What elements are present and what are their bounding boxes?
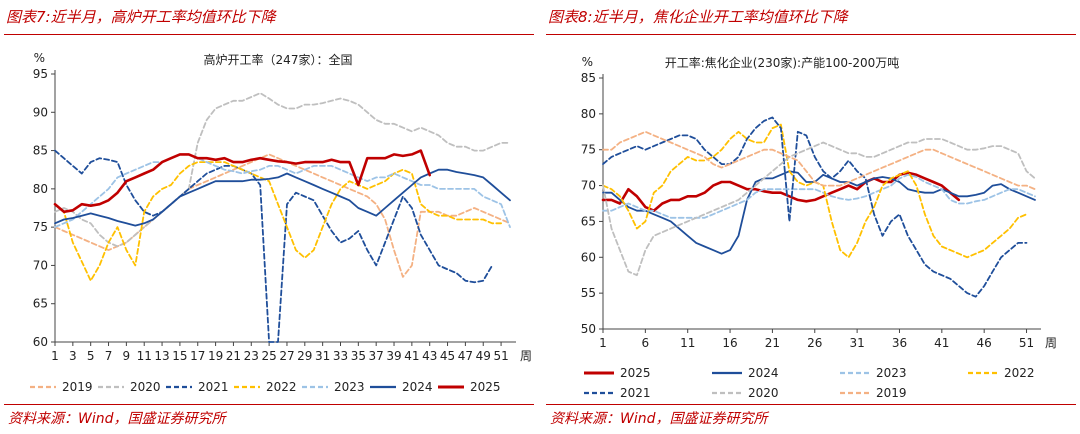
series-line-2021 xyxy=(602,116,1028,298)
legend-label-2022: 2022 xyxy=(266,380,297,394)
series-line-2025 xyxy=(53,149,431,214)
y-tick-label: 50 xyxy=(581,322,596,336)
x-tick-label: 27 xyxy=(279,349,294,363)
y-tick-label: 70 xyxy=(33,258,48,272)
y-tick-label: 55 xyxy=(581,286,596,300)
series-line-2019 xyxy=(602,130,1036,191)
series-line-2021 xyxy=(54,149,494,343)
left-source-rule xyxy=(4,404,534,405)
y-tick-label: 95 xyxy=(33,67,48,81)
series-line-2024 xyxy=(602,170,1036,255)
y-tick-label: 65 xyxy=(581,214,596,228)
y-tick-label: 60 xyxy=(33,335,48,349)
legend-label-2021: 2021 xyxy=(198,380,229,394)
left-source-note: 资料来源：Wind，国盛证券研究所 xyxy=(8,411,226,427)
coking-chart: 开工率:焦化企业(230家):产能100-200万吨% 50 55 60 65 70 75 8… xyxy=(581,55,1057,400)
y-tick-label: 90 xyxy=(33,105,48,119)
x-tick-label: 41 xyxy=(404,349,419,363)
y-axis-unit-label: % xyxy=(582,55,593,69)
x-tick-label: 41 xyxy=(934,336,949,350)
x-tick-label: 31 xyxy=(849,336,864,350)
legend-label-2024: 2024 xyxy=(402,380,433,394)
x-tick-label: 11 xyxy=(680,336,695,350)
legend-label-2021: 2021 xyxy=(620,386,651,400)
x-tick-label: 51 xyxy=(1019,336,1034,350)
y-tick-label: 80 xyxy=(33,182,48,196)
x-tick-label: 35 xyxy=(351,349,366,363)
series-line-2023 xyxy=(54,153,511,228)
right-source-rule xyxy=(546,404,1076,405)
x-tick-label: 19 xyxy=(208,349,223,363)
y-tick-label: 65 xyxy=(33,297,48,311)
right-title-rule xyxy=(546,34,1076,35)
x-tick-label: 36 xyxy=(892,336,907,350)
x-tick-label: 15 xyxy=(172,349,187,363)
series-line-2022 xyxy=(602,123,1028,259)
x-tick-label: 31 xyxy=(315,349,330,363)
x-tick-label: 16 xyxy=(722,336,737,350)
legend-label-2023: 2023 xyxy=(334,380,365,394)
x-tick-label: 39 xyxy=(386,349,401,363)
y-tick-label: 85 xyxy=(581,71,596,85)
series-line-2020 xyxy=(602,138,1036,277)
x-tick-label: 47 xyxy=(458,349,473,363)
y-tick-label: 75 xyxy=(581,143,596,157)
x-tick-label: 49 xyxy=(476,349,491,363)
x-axis-unit-label: 周 xyxy=(1045,336,1057,350)
chart-title: 开工率:焦化企业(230家):产能100-200万吨 xyxy=(665,55,900,70)
x-tick-label: 3 xyxy=(69,349,77,363)
left-figure-title: 图表7:近半月，高炉开工率均值环比下降 xyxy=(6,8,276,26)
y-axis-unit-label: % xyxy=(34,51,45,65)
y-tick-label: 60 xyxy=(581,250,596,264)
x-tick-label: 1 xyxy=(51,349,59,363)
x-tick-label: 11 xyxy=(137,349,152,363)
legend-label-2025: 2025 xyxy=(620,366,651,380)
legend-label-2024: 2024 xyxy=(748,366,779,380)
x-tick-label: 37 xyxy=(369,349,384,363)
x-tick-label: 23 xyxy=(244,349,259,363)
y-tick-label: 80 xyxy=(581,107,596,121)
x-tick-label: 21 xyxy=(765,336,780,350)
y-tick-label: 85 xyxy=(33,144,48,158)
series-line-2020 xyxy=(54,92,511,248)
x-tick-label: 29 xyxy=(297,349,312,363)
right-figure-title: 图表8:近半月，焦化企业开工率均值环比下降 xyxy=(548,8,848,26)
x-tick-label: 26 xyxy=(807,336,822,350)
x-axis-unit-label: 周 xyxy=(520,349,532,363)
x-tick-label: 5 xyxy=(87,349,95,363)
y-tick-label: 75 xyxy=(33,220,48,234)
legend-label-2022: 2022 xyxy=(1004,366,1035,380)
legend-label-2025: 2025 xyxy=(470,380,501,394)
legend-label-2023: 2023 xyxy=(876,366,907,380)
chart-title: 高炉开工率（247家）：全国 xyxy=(204,52,353,67)
x-tick-label: 17 xyxy=(190,349,205,363)
left-title-rule xyxy=(4,34,534,35)
series-line-2023 xyxy=(602,173,1036,219)
x-tick-label: 6 xyxy=(642,336,650,350)
x-tick-label: 46 xyxy=(977,336,992,350)
y-tick-label: 70 xyxy=(581,179,596,193)
x-tick-label: 51 xyxy=(493,349,508,363)
legend-label-2020: 2020 xyxy=(130,380,161,394)
right-source-note: 资料来源：Wind，国盛证券研究所 xyxy=(550,411,768,427)
x-tick-label: 25 xyxy=(261,349,276,363)
x-tick-label: 1 xyxy=(599,336,607,350)
x-tick-label: 45 xyxy=(440,349,455,363)
x-tick-label: 43 xyxy=(422,349,437,363)
x-tick-label: 21 xyxy=(226,349,241,363)
x-tick-label: 7 xyxy=(105,349,113,363)
series-line-2024 xyxy=(54,168,511,227)
legend-label-2019: 2019 xyxy=(876,386,907,400)
legend-label-2019: 2019 xyxy=(62,380,93,394)
series-line-2022 xyxy=(54,161,502,282)
x-tick-label: 13 xyxy=(154,349,169,363)
x-tick-label: 33 xyxy=(333,349,348,363)
x-tick-label: 9 xyxy=(123,349,131,363)
legend-label-2020: 2020 xyxy=(748,386,779,400)
